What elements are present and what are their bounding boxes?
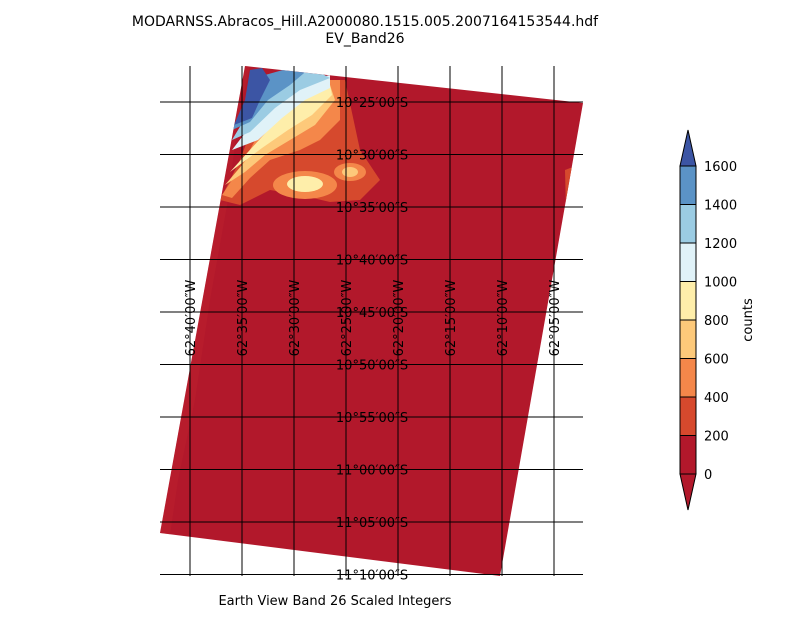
colorbar-band [680,435,696,474]
colorbar-band [680,397,696,436]
colorbar-tick-label: 200 [704,430,729,445]
lat-label: 10°40′00″S [336,254,408,269]
lat-label: 10°30′00″S [336,149,408,164]
colorbar-band [680,281,696,320]
lat-label: 10°50′00″S [336,359,408,374]
colorbar-tick-label: 0 [704,468,712,483]
lon-label: 62°30′00″W [288,279,303,356]
map-caption: Earth View Band 26 Scaled Integers [218,594,452,609]
swath-features [160,66,578,535]
lon-label: 62°10′00″W [496,279,511,356]
chart-title: MODARNSS.Abracos_Hill.A2000080.1515.005.… [0,14,730,48]
swath-background [160,66,583,576]
longitude-labels: 62°40′00″W 62°35′00″W 62°30′00″W 62°25′00″W… [184,279,563,356]
lon-label: 62°05′00″W [548,279,563,356]
lat-label: 11°00′00″S [336,464,408,479]
colorbar-tick-label: 1200 [704,237,737,252]
data-swath [160,66,583,576]
colorbar-tick-label: 600 [704,353,729,368]
lat-label: 11°10′00″S [336,569,408,584]
contour-1600 [234,68,270,125]
lat-label: 10°55′00″S [336,411,408,426]
lon-label: 62°20′00″W [392,279,407,356]
contour-800 [230,85,332,172]
title-filename: MODARNSS.Abracos_Hill.A2000080.1515.005.… [131,14,599,30]
title-dataset: EV_Band26 [325,31,405,47]
colorbar-band [680,320,696,359]
lat-label: 10°35′00″S [336,201,408,216]
lon-label: 62°40′00″W [184,279,199,356]
lat-label: 10°25′00″S [336,96,408,111]
colorbar-band [680,166,696,205]
lon-label: 62°35′00″W [236,279,251,356]
colorbar-bands [679,129,697,511]
colorbar-label: counts [741,298,756,342]
graticule [160,66,583,576]
colorbar-tick-label: 1400 [704,199,737,214]
latitude-labels: 10°25′00″S 10°30′00″S 10°35′00″S 10°40′00″S… [336,96,408,584]
colorbar-tick-label: 1600 [704,160,737,175]
colorbar-extend-low [679,473,697,511]
hotspot-inner [287,176,323,192]
lat-label: 11°05′00″S [336,516,408,531]
colorbar-tick-label: 1000 [704,276,737,291]
contour-1000 [232,75,330,150]
colorbar-band [680,243,696,282]
lat-label: 10°45′00″S [336,306,408,321]
colorbar-band [680,204,696,243]
colorbar-tick-label: 400 [704,391,729,406]
lon-label: 62°25′00″W [340,279,355,356]
lon-label: 62°15′00″W [444,279,459,356]
colorbar-band [680,358,696,397]
contour-1200 [232,70,330,140]
colorbar-extend-high [679,129,697,167]
colorbar-ticks: 0 200 400 600 800 1000 1200 1400 1600 [680,160,737,483]
colorbar-tick-label: 800 [704,314,729,329]
